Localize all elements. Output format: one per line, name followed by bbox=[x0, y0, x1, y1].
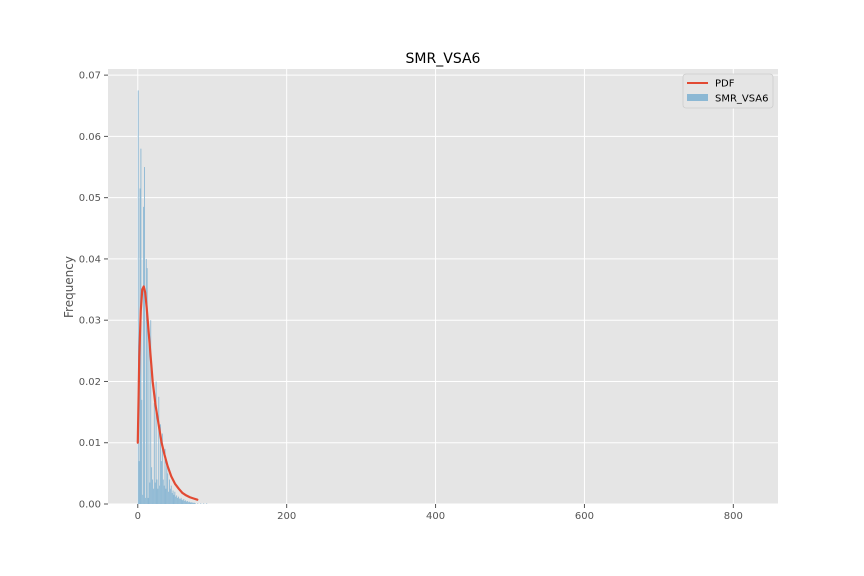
histogram-bar bbox=[144, 167, 145, 504]
grid-lines bbox=[108, 69, 778, 505]
histogram-bar bbox=[187, 502, 189, 504]
histogram-bar bbox=[206, 503, 208, 504]
histogram-bar bbox=[190, 502, 192, 504]
histogram-bar bbox=[186, 500, 188, 504]
plot-background bbox=[108, 69, 778, 504]
histogram-bar bbox=[145, 258, 147, 504]
histogram-bar bbox=[158, 396, 160, 504]
histogram-bar bbox=[152, 479, 153, 504]
histogram-bar bbox=[155, 381, 157, 504]
histogram-bar bbox=[148, 332, 150, 504]
pdf-curve-group bbox=[136, 285, 199, 501]
histogram-bar bbox=[183, 499, 185, 504]
y-tick-label: 0.07 bbox=[79, 71, 101, 82]
histogram-bar bbox=[178, 498, 180, 504]
histogram-bar bbox=[200, 503, 202, 504]
histogram-bar bbox=[169, 488, 171, 504]
histogram-bar bbox=[189, 502, 191, 504]
legend: PDF SMR_VSA6 bbox=[682, 73, 774, 109]
histogram-bar bbox=[160, 424, 162, 504]
histogram-bar bbox=[161, 461, 162, 504]
axis-ticks: 0 200 400 600 800 0.00 0.01 0.02 0.03 0.04 0.05 0.0… bbox=[79, 71, 743, 522]
histogram-bar bbox=[191, 502, 193, 504]
histogram-bar bbox=[203, 503, 205, 504]
histogram-bar bbox=[180, 497, 182, 504]
histogram-bar bbox=[156, 479, 158, 504]
histogram-bar bbox=[173, 494, 175, 504]
histogram-bar bbox=[184, 500, 186, 504]
histogram-bar bbox=[138, 461, 140, 504]
histogram-bar bbox=[168, 491, 170, 504]
histogram-bar bbox=[147, 497, 149, 504]
histogram-bar bbox=[193, 502, 195, 504]
histogram-bar bbox=[194, 502, 195, 504]
histogram-bar bbox=[176, 495, 178, 504]
y-tick-label: 0.00 bbox=[79, 500, 101, 511]
histogram-bar bbox=[154, 482, 156, 504]
legend-histogram-swatch bbox=[687, 94, 708, 101]
y-tick-label: 0.04 bbox=[79, 254, 101, 265]
histogram-bar bbox=[159, 485, 161, 504]
histogram-bar bbox=[192, 502, 194, 504]
histogram-bar bbox=[142, 494, 144, 504]
histogram-bar bbox=[152, 488, 154, 504]
y-tick-label: 0.02 bbox=[79, 377, 101, 388]
histogram-bar bbox=[177, 497, 178, 504]
histogram-bar bbox=[143, 206, 145, 504]
histogram-bar bbox=[194, 503, 196, 504]
x-tick-label: 600 bbox=[575, 511, 594, 522]
histogram-bar bbox=[146, 268, 148, 504]
y-tick-label: 0.05 bbox=[79, 193, 101, 204]
chart-title: SMR_VSA6 bbox=[406, 51, 481, 67]
histogram-bar bbox=[162, 479, 164, 504]
histogram-bar bbox=[137, 90, 139, 504]
histogram-bar bbox=[167, 473, 169, 504]
y-tick-label: 0.06 bbox=[79, 132, 101, 143]
histogram-bar bbox=[161, 433, 163, 504]
histogram-bar bbox=[165, 488, 167, 504]
histogram-bar bbox=[163, 485, 165, 504]
histogram-bar bbox=[169, 479, 170, 504]
histogram-bar bbox=[175, 496, 177, 504]
histogram-bar bbox=[182, 500, 184, 504]
histogram-bar bbox=[151, 467, 153, 504]
y-axis-label: Frequency bbox=[62, 256, 76, 318]
legend-histogram-label: SMR_VSA6 bbox=[715, 94, 769, 105]
histogram-bar bbox=[164, 448, 166, 504]
histogram-bar bbox=[171, 492, 173, 504]
legend-pdf-label: PDF bbox=[715, 79, 735, 90]
histogram-bar bbox=[141, 399, 143, 504]
histogram-bar bbox=[197, 503, 199, 504]
histogram-bar bbox=[150, 320, 152, 504]
histogram-bar bbox=[166, 461, 168, 504]
histogram-bar bbox=[177, 496, 179, 504]
x-tick-label: 0 bbox=[135, 511, 141, 522]
histogram-bar bbox=[179, 499, 181, 504]
histogram-bar bbox=[181, 499, 183, 504]
y-tick-label: 0.01 bbox=[79, 438, 101, 449]
x-tick-label: 200 bbox=[277, 511, 296, 522]
histogram-bar bbox=[170, 485, 172, 504]
histogram-bar bbox=[188, 501, 190, 504]
x-tick-label: 800 bbox=[724, 511, 743, 522]
histogram-bar bbox=[174, 491, 176, 504]
histogram-bar bbox=[144, 497, 146, 504]
histogram-bar bbox=[153, 402, 155, 504]
y-tick-label: 0.03 bbox=[79, 316, 101, 327]
histogram-bar bbox=[149, 482, 151, 504]
pdf-curve bbox=[136, 285, 199, 501]
histogram-bar bbox=[186, 501, 187, 504]
histogram-bar bbox=[185, 500, 187, 504]
histogram-bar bbox=[157, 488, 159, 504]
x-tick-label: 400 bbox=[426, 511, 445, 522]
histogram-bar bbox=[172, 490, 174, 504]
